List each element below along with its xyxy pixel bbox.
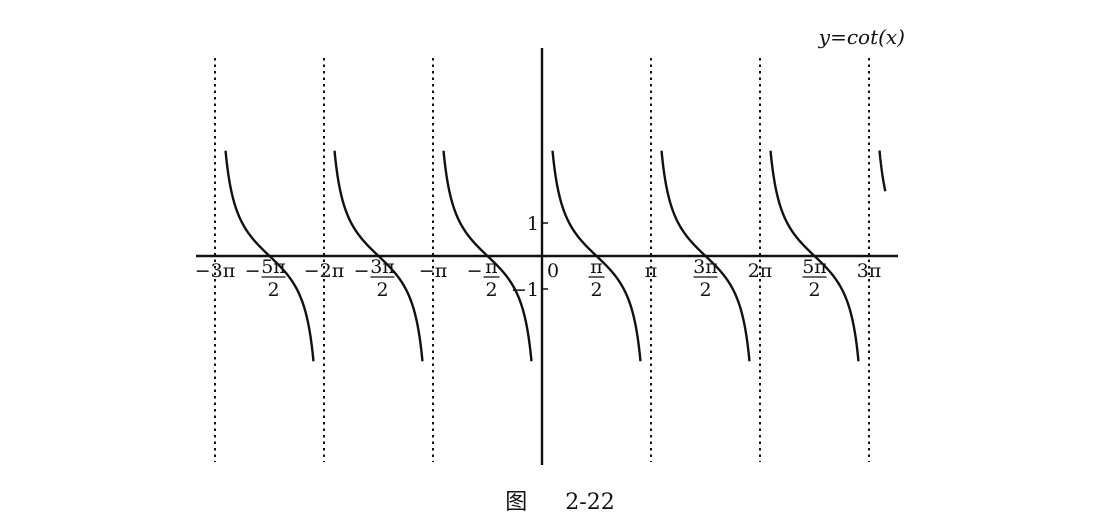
x-tick-label-3: 3π2− (354, 256, 395, 301)
x-tick-label-1: 5π2− (245, 256, 286, 301)
x-tick-sign: − (354, 260, 370, 282)
x-tick-label-7: π2 (588, 256, 605, 301)
x-tick-numerator: π (485, 256, 498, 278)
chart-title: y=cot(x) (818, 25, 905, 49)
x-tick-denominator: 2 (485, 279, 497, 301)
x-tick-numerator: 3π (370, 256, 395, 278)
x-tick-label-0: −3π (195, 260, 236, 282)
x-tick-label-11: 5π2 (802, 256, 827, 301)
x-tick-denominator: 2 (808, 279, 820, 301)
x-tick-numerator: 5π (802, 256, 827, 278)
x-tick-label-5: π2− (467, 256, 500, 301)
x-tick-numerator: 3π (693, 256, 718, 278)
x-tick-label-8: π (645, 260, 658, 282)
x-tick-label-10: 2π (748, 260, 773, 282)
cot-branch-7 (878, 150, 887, 192)
x-tick-numerator: π (590, 256, 603, 278)
x-tick-label-4: −π (419, 260, 447, 282)
x-tick-denominator: 2 (590, 279, 602, 301)
x-tick-label-2: −2π (304, 260, 345, 282)
caption-number: 2-22 (565, 490, 615, 515)
x-tick-label-9: 3π2 (693, 256, 718, 301)
x-tick-label-12: 3π (857, 260, 882, 282)
x-tick-denominator: 2 (699, 279, 711, 301)
x-tick-numerator: 5π (261, 256, 286, 278)
figure-caption: 图 2-22 (0, 484, 1120, 516)
caption-prefix: 图 (505, 490, 528, 515)
y-tick-label-1: −1 (511, 279, 539, 301)
asymptote-lines (214, 58, 870, 462)
x-tick-sign: − (467, 260, 483, 282)
x-tick-label-6: 0 (547, 260, 559, 282)
y-tick-label-0: 1 (527, 213, 539, 235)
x-tick-denominator: 2 (376, 279, 388, 301)
x-tick-sign: − (245, 260, 261, 282)
x-tick-denominator: 2 (267, 279, 279, 301)
axes (196, 48, 898, 465)
